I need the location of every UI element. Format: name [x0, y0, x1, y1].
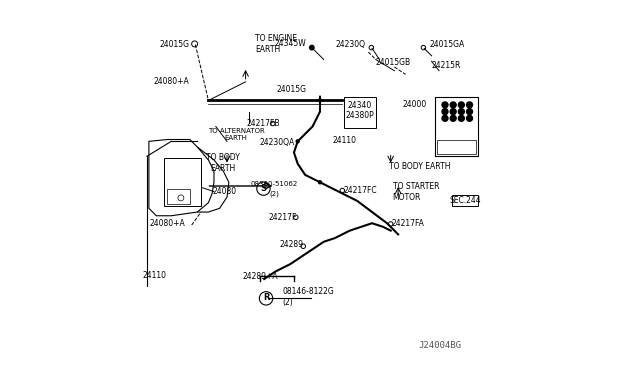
Circle shape — [467, 115, 472, 121]
Text: 24217F: 24217F — [269, 213, 297, 222]
Circle shape — [450, 115, 456, 121]
Circle shape — [467, 102, 472, 108]
Text: 24110: 24110 — [332, 136, 356, 145]
Circle shape — [450, 102, 456, 108]
Text: 24340: 24340 — [348, 101, 372, 110]
Text: 24289: 24289 — [279, 240, 303, 249]
Bar — [164, 158, 201, 206]
Text: 08360-51062: 08360-51062 — [251, 181, 298, 187]
Text: 24217FC: 24217FC — [343, 186, 377, 195]
Text: 24080: 24080 — [213, 187, 237, 196]
Bar — [452, 195, 478, 206]
Circle shape — [458, 102, 465, 108]
Text: SEC.244: SEC.244 — [449, 196, 481, 205]
Circle shape — [442, 109, 448, 115]
Circle shape — [458, 115, 465, 121]
Text: J24004BG: J24004BG — [419, 341, 461, 350]
Text: R: R — [263, 294, 269, 302]
Text: 24110: 24110 — [143, 271, 167, 280]
Text: TO BODY
EARTH: TO BODY EARTH — [205, 153, 239, 173]
Text: 24015GA: 24015GA — [429, 40, 465, 49]
Bar — [437, 140, 476, 154]
Circle shape — [458, 109, 465, 115]
Circle shape — [319, 99, 321, 102]
Text: 24000: 24000 — [403, 100, 427, 109]
Text: 24217FB: 24217FB — [246, 119, 280, 128]
Text: TO ENGINE
EARTH: TO ENGINE EARTH — [255, 34, 297, 54]
Text: TO ALTERNATOR
EARTH: TO ALTERNATOR EARTH — [208, 128, 265, 141]
Circle shape — [442, 115, 448, 121]
Text: TO STARTER
MOTOR: TO STARTER MOTOR — [392, 182, 439, 202]
Circle shape — [296, 140, 299, 143]
Text: 24217FA: 24217FA — [392, 219, 424, 228]
Circle shape — [450, 109, 456, 115]
Text: 24015G: 24015G — [276, 85, 307, 94]
Text: 24230Q: 24230Q — [335, 40, 365, 49]
Circle shape — [319, 181, 321, 184]
Text: 24345W: 24345W — [274, 39, 306, 48]
Text: 24289+A: 24289+A — [243, 272, 278, 280]
Text: 24230QA: 24230QA — [260, 138, 295, 147]
Text: 24015GB: 24015GB — [375, 58, 410, 67]
Circle shape — [467, 109, 472, 115]
Text: 24080+A: 24080+A — [154, 77, 189, 86]
Text: S: S — [260, 184, 266, 193]
Circle shape — [442, 102, 448, 108]
Text: TO BODY EARTH: TO BODY EARTH — [389, 162, 451, 171]
Text: 24015G: 24015G — [159, 40, 189, 49]
Text: 08146-8122G
(2): 08146-8122G (2) — [282, 287, 334, 307]
Text: (2): (2) — [269, 190, 280, 197]
Bar — [435, 97, 478, 156]
Text: 24380P: 24380P — [346, 111, 374, 120]
Bar — [344, 97, 376, 128]
Bar — [167, 189, 190, 204]
Circle shape — [310, 45, 314, 50]
Text: 24080+A: 24080+A — [150, 219, 186, 228]
Text: 24215R: 24215R — [431, 61, 461, 70]
